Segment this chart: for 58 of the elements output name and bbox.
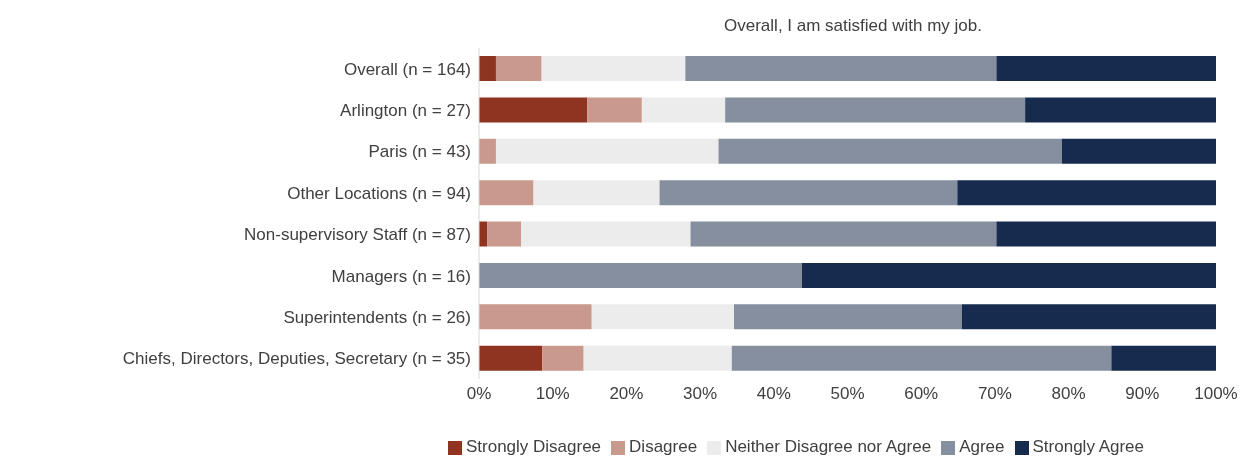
bar: [479, 262, 802, 288]
y-tick-label: Paris (n = 43): [368, 142, 471, 162]
x-tick-label: 0%: [466, 384, 492, 404]
bar: [641, 97, 726, 123]
bar: [725, 97, 1026, 123]
bar: [479, 304, 592, 330]
bar: [690, 221, 997, 247]
y-tick-label: Arlington (n = 27): [340, 101, 471, 121]
bar: [479, 180, 534, 206]
bar: [591, 304, 734, 330]
bar: [659, 180, 958, 206]
bar: [1025, 97, 1216, 123]
bar: [1061, 138, 1216, 164]
x-tick-label: 30%: [683, 384, 718, 404]
bar: [479, 56, 496, 81]
legend-label: Strongly Disagree: [465, 437, 602, 456]
y-tick-label: Superintendents (n = 26): [283, 307, 471, 327]
legend-label: Neither Disagree nor Agree: [725, 437, 932, 456]
bar: [1111, 345, 1216, 371]
bar: [957, 180, 1216, 206]
bar: [487, 221, 522, 247]
x-tick-label: 20%: [609, 384, 644, 404]
legend-label: Strongly Agree: [1032, 437, 1145, 456]
y-tick-label: Overall (n = 164): [343, 59, 471, 79]
bar: [521, 221, 691, 247]
x-tick-label: 100%: [1194, 384, 1238, 404]
x-tick-label: 90%: [1125, 384, 1160, 404]
bar: [734, 304, 962, 330]
bar: [961, 304, 1216, 330]
y-tick-label: Non-supervisory Staff (n = 87): [244, 225, 471, 245]
bar: [542, 345, 584, 371]
bar: [996, 221, 1216, 247]
bar: [685, 56, 997, 81]
x-tick-label: 40%: [756, 384, 791, 404]
legend-label: Disagree: [629, 437, 698, 456]
x-tick-label: 10%: [535, 384, 570, 404]
bar: [718, 138, 1062, 164]
y-tick-label: Managers (n = 16): [331, 266, 471, 286]
y-tick-label: Other Locations (n = 94): [287, 183, 471, 203]
bar: [495, 138, 719, 164]
bar: [801, 262, 1216, 288]
bar: [479, 97, 588, 123]
bar: [479, 138, 496, 164]
bar: [533, 180, 660, 206]
bar: [996, 56, 1216, 81]
chart-title: Overall, I am satisfied with my job.: [723, 16, 983, 36]
x-tick-label: 80%: [1051, 384, 1086, 404]
bar: [495, 56, 542, 81]
y-tick-label: Chiefs, Directors, Deputies, Secretary (n = 35): [122, 349, 471, 369]
bar: [731, 345, 1112, 371]
x-tick-label: 60%: [904, 384, 939, 404]
legend-label: Agree: [959, 437, 1005, 456]
x-tick-label: 70%: [977, 384, 1012, 404]
bar: [587, 97, 642, 123]
bar: [541, 56, 686, 81]
bar: [583, 345, 732, 371]
x-tick-label: 50%: [830, 384, 865, 404]
bar: [479, 345, 543, 371]
